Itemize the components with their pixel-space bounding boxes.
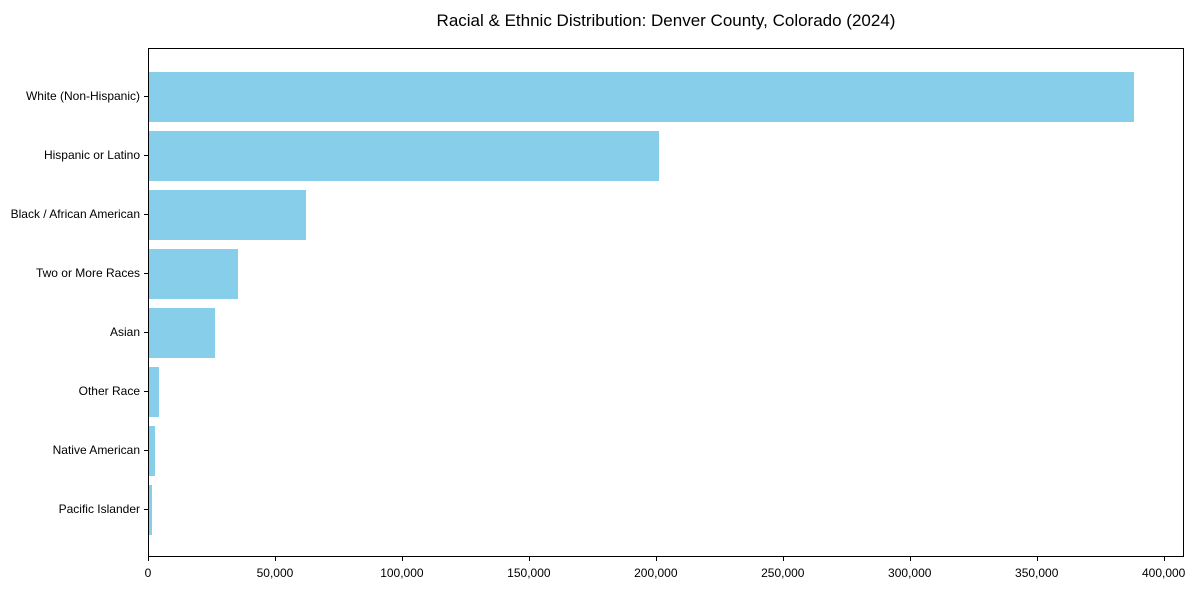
x-tick-mark bbox=[909, 557, 911, 561]
y-tick-mark bbox=[144, 508, 148, 510]
bar-hispanic-or-latino bbox=[149, 131, 660, 182]
x-tick-label: 200,000 bbox=[634, 566, 678, 580]
bar-white-non-hispanic bbox=[149, 72, 1135, 123]
x-tick-mark bbox=[655, 557, 657, 561]
y-tick-label: Other Race bbox=[78, 383, 140, 398]
bar-other-race bbox=[149, 366, 160, 417]
x-tick-mark bbox=[148, 557, 149, 561]
x-tick-label: 250,000 bbox=[761, 566, 805, 580]
x-tick-label: 100,000 bbox=[380, 566, 424, 580]
x-tick-mark bbox=[1163, 557, 1165, 561]
y-tick-label: Two or More Races bbox=[35, 266, 140, 281]
x-tick-mark bbox=[1036, 557, 1038, 561]
x-tick-label: 400,000 bbox=[1141, 566, 1186, 580]
x-tick-mark bbox=[782, 557, 784, 561]
x-tick-label: 50,000 bbox=[256, 566, 294, 580]
plot-area bbox=[148, 48, 1184, 557]
x-tick-label: 350,000 bbox=[1015, 566, 1059, 580]
x-tick-label: 0 bbox=[144, 566, 152, 580]
bar-native-american bbox=[149, 425, 156, 476]
x-tick-mark bbox=[274, 557, 276, 561]
bar-black-african-american bbox=[149, 190, 307, 241]
y-tick-mark bbox=[144, 273, 148, 275]
y-tick-label: Native American bbox=[52, 442, 140, 457]
y-tick-label: Pacific Islander bbox=[58, 501, 140, 516]
y-tick-mark bbox=[144, 331, 148, 333]
y-tick-label: Black / African American bbox=[10, 207, 140, 222]
bar-pacific-islander bbox=[149, 484, 152, 535]
y-tick-mark bbox=[144, 449, 148, 451]
chart-title: Racial & Ethnic Distribution: Denver Cou… bbox=[436, 11, 896, 30]
y-tick-label: Hispanic or Latino bbox=[43, 148, 140, 163]
bar-two-or-more-races bbox=[149, 249, 238, 300]
y-tick-label: White (Non-Hispanic) bbox=[25, 89, 140, 104]
y-tick-mark bbox=[144, 390, 148, 392]
x-tick-label: 150,000 bbox=[507, 566, 551, 580]
y-tick-mark bbox=[144, 96, 148, 98]
y-tick-mark bbox=[144, 155, 148, 157]
y-tick-mark bbox=[144, 214, 148, 216]
x-tick-label: 300,000 bbox=[888, 566, 932, 580]
x-tick-mark bbox=[401, 557, 403, 561]
y-tick-label: Asian bbox=[109, 324, 140, 339]
bar-asian bbox=[149, 307, 216, 358]
x-tick-mark bbox=[528, 557, 530, 561]
